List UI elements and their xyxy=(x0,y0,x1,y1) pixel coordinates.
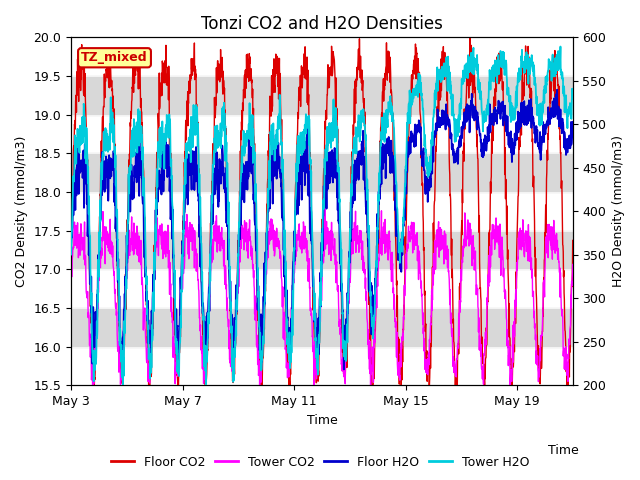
Y-axis label: H2O Density (mmol/m3): H2O Density (mmol/m3) xyxy=(612,135,625,288)
Bar xyxy=(71,231,573,269)
Title: Tonzi CO2 and H2O Densities: Tonzi CO2 and H2O Densities xyxy=(201,15,443,33)
Bar xyxy=(71,153,573,192)
Text: TZ_mixed: TZ_mixed xyxy=(81,51,148,64)
X-axis label: Time: Time xyxy=(307,414,337,427)
Text: Time: Time xyxy=(548,444,579,456)
Legend: Floor CO2, Tower CO2, Floor H2O, Tower H2O: Floor CO2, Tower CO2, Floor H2O, Tower H… xyxy=(106,451,534,474)
Bar xyxy=(71,76,573,115)
Bar xyxy=(71,308,573,347)
Y-axis label: CO2 Density (mmol/m3): CO2 Density (mmol/m3) xyxy=(15,136,28,287)
